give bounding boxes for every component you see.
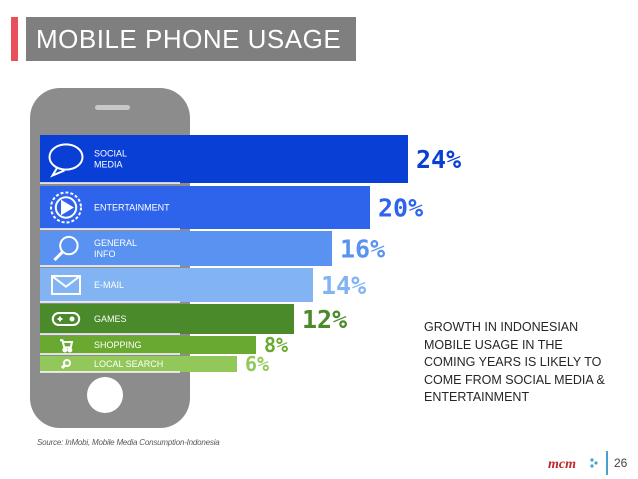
category-label-3-line1: GENERAL [94, 238, 137, 248]
page-number: 26 [614, 456, 628, 470]
magnifier-7-icon [60, 359, 71, 370]
speech-bubble-1-icon [48, 143, 84, 178]
value-label-2: 20% [378, 194, 423, 223]
title-accent-bar [11, 17, 18, 61]
play-2-icon [50, 191, 82, 224]
bar-4 [40, 268, 313, 302]
svg-text:mcm: mcm [548, 457, 576, 471]
growth-note: GROWTH IN INDONESIAN MOBILE USAGE IN THE… [424, 320, 605, 404]
category-label-3-line2: INFO [94, 249, 116, 259]
bar-7 [40, 356, 237, 372]
category-label-4: E-MAIL [94, 280, 124, 290]
bar-3 [40, 231, 332, 266]
mcm-logo: mcm [548, 457, 598, 471]
category-label-5: GAMES [94, 314, 127, 324]
gamepad-5-icon [51, 312, 81, 326]
shopping-cart-6-icon [60, 339, 74, 353]
value-label-4: 14% [321, 271, 366, 300]
category-label-6: SHOPPING [94, 340, 142, 350]
envelope-4-icon [51, 275, 81, 295]
bar-6 [40, 336, 256, 354]
footer-divider [606, 451, 608, 475]
bar-1 [40, 135, 408, 183]
bar-5 [40, 304, 294, 334]
bar-2 [40, 186, 370, 229]
phone-speaker [95, 105, 130, 110]
value-label-5: 12% [302, 305, 347, 334]
value-label-1: 24% [416, 145, 461, 174]
value-label-7: 6% [245, 352, 269, 376]
category-label-2: ENTERTAINMENT [94, 203, 170, 213]
slide-title: MOBILE PHONE USAGE [26, 17, 356, 61]
category-label-1-line2: MEDIA [94, 160, 123, 170]
source-text: Source: InMobi, Mobile Media Consumption… [37, 438, 220, 447]
category-label-1-line1: SOCIAL [94, 149, 127, 159]
magnifier-3-icon [53, 235, 79, 262]
value-label-6: 8% [264, 333, 288, 357]
value-label-3: 16% [340, 235, 385, 264]
phone-home-button [87, 377, 123, 413]
category-label-7: LOCAL SEARCH [94, 359, 163, 369]
